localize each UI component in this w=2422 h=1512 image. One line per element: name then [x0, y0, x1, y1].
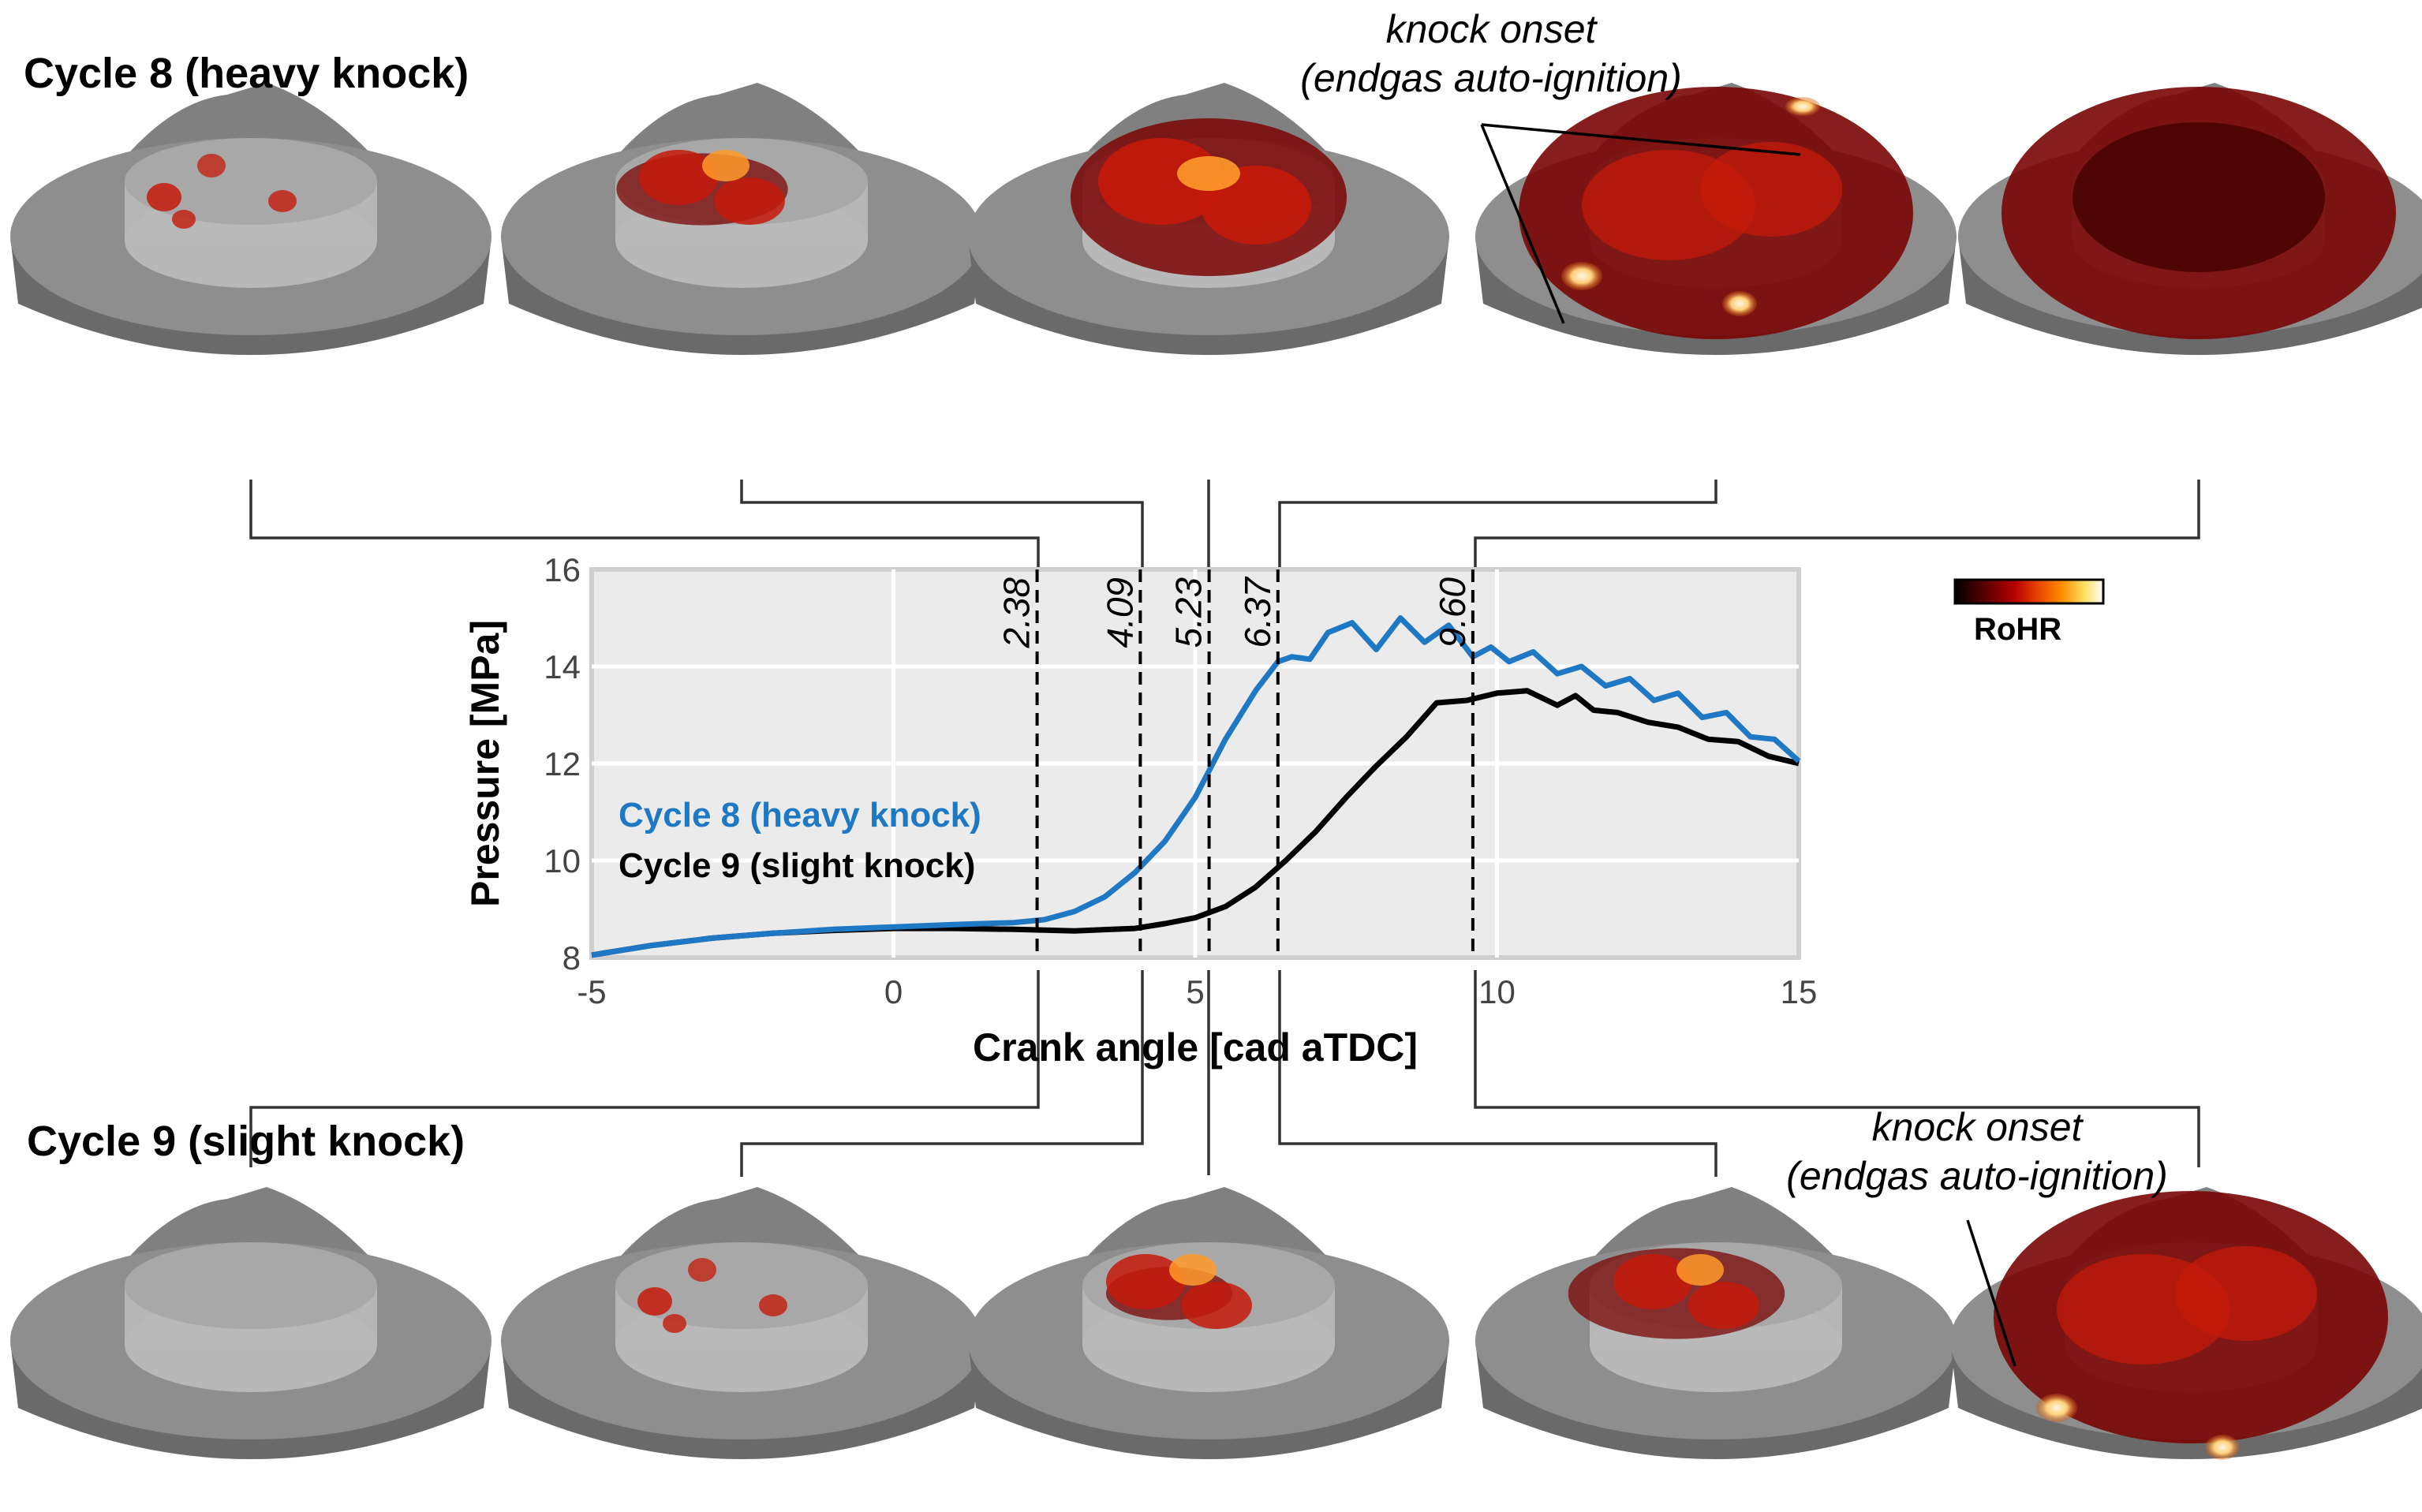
panel-cycle9-4-flame-front [1676, 1254, 1724, 1286]
panel-cycle9-2-bowl-top [615, 1242, 868, 1329]
panel-cycle8-4-knock-spot-2 [1785, 97, 1820, 116]
panel-cycle9-4-flame-lobe-0 [1613, 1254, 1692, 1309]
panel-cycle8-1-kernel-2 [268, 190, 297, 212]
panel-cycle8-2 [501, 83, 982, 355]
panel-cycle9-5-flame-lobe-1 [2175, 1246, 2317, 1341]
panel-cycle9-1 [10, 1187, 492, 1459]
panel-cycle8-5 [1958, 83, 2422, 355]
pressure-chart: -5 0 5 10 15 8 10 12 14 16 2.38 4.09 5.23 6.37 9.60 C… [463, 551, 1817, 1070]
connector-bot-2 [740, 970, 1144, 1177]
panel-cycle9-5-knock-spot-0 [2036, 1394, 2077, 1422]
panel-cycle9-2-kernel-1 [663, 1314, 686, 1333]
panel-cycle8-4-knock-spot-0 [1561, 262, 1602, 290]
y-tick-label-1: 10 [544, 842, 581, 879]
panel-cycle8-1-kernel-0 [147, 183, 181, 211]
heading-cycle9: Cycle 9 (slight knock) [27, 1118, 465, 1165]
panel-cycle8-3-flame-front [1177, 156, 1240, 191]
panel-cycle8-1-kernel-1 [172, 210, 196, 229]
panel-cycle9-2-kernel-2 [759, 1294, 787, 1316]
y-tick-label-4: 16 [544, 551, 581, 588]
vline-label-4: 9.60 [1432, 577, 1473, 648]
annotation-top-line2: (endgas auto-ignition) [1300, 56, 1682, 100]
legend: Cycle 8 (heavy knock) Cycle 9 (slight kn… [619, 796, 981, 885]
panel-cycle9-3-flame-front [1169, 1254, 1217, 1286]
panel-cycle8-4 [1475, 83, 1957, 355]
panel-cycle9-2 [501, 1187, 982, 1459]
legend-entry-cycle9: Cycle 9 (slight knock) [619, 846, 975, 885]
crank-angle-markers: 2.38 4.09 5.23 6.37 9.60 [996, 569, 1475, 958]
pointer-top-b [1481, 123, 1801, 156]
panel-cycle8-1 [10, 83, 492, 355]
panel-cycle8-2-flame-lobe-1 [714, 177, 785, 225]
x-tick-label-0: -5 [577, 973, 606, 1010]
cylinder-panels [10, 83, 2422, 1460]
panel-cycle9-5 [1950, 1187, 2422, 1460]
y-tick-label-2: 12 [544, 745, 581, 782]
annotation-bottom: knock onset (endgas auto-ignition) [1748, 1103, 2206, 1200]
panel-cycle9-3 [968, 1187, 1449, 1459]
panel-cycle9-2-kernel-0 [637, 1287, 672, 1316]
grid-lines [592, 569, 1799, 958]
annotation-bottom-line1: knock onset [1871, 1105, 2083, 1149]
panel-cycle9-5-knock-spot-1 [2205, 1435, 2240, 1460]
vline-label-2: 5.23 [1168, 577, 1209, 648]
legend-entry-cycle8: Cycle 8 (heavy knock) [619, 796, 981, 834]
panel-cycle8-4-knock-spot-1 [1722, 291, 1757, 316]
vline-label-1: 4.09 [1099, 577, 1140, 648]
colorbar-gradient [1953, 578, 2105, 605]
panel-cycle9-4-flame-lobe-1 [1688, 1282, 1759, 1329]
rohr-colorbar [1953, 578, 2105, 605]
pointer-bottom [1966, 1219, 2016, 1367]
panel-cycle8-1-bowl-top [125, 138, 377, 225]
x-tick-label-4: 15 [1781, 973, 1818, 1010]
y-axis-label: Pressure [MPa] [463, 620, 507, 907]
connector-bot-4 [1278, 970, 1717, 1177]
vline-label-3: 6.37 [1237, 577, 1278, 648]
panel-cycle9-1-bowl-top [125, 1242, 377, 1329]
x-axis-label: Crank angle [cad aTDC] [973, 1025, 1418, 1070]
vline-label-0: 2.38 [996, 577, 1037, 649]
connector-top-2 [740, 480, 1144, 569]
annotation-top: knock onset (endgas auto-ignition) [1262, 5, 1720, 103]
panel-cycle8-3 [968, 83, 1449, 355]
x-tick-label-1: 0 [884, 973, 903, 1010]
panel-cycle9-2-kernel-3 [688, 1258, 716, 1282]
panel-cycle8-4-flame-lobe-1 [1700, 142, 1842, 237]
annotation-top-line1: knock onset [1385, 7, 1597, 51]
annotation-pointers [1480, 123, 2016, 1367]
panel-cycle9-3-flame-lobe-1 [1181, 1282, 1252, 1329]
y-tick-label-3: 14 [544, 648, 581, 685]
panel-cycle8-2-flame-front [702, 150, 749, 181]
pointer-top-a [1480, 124, 1565, 324]
panel-cycle8-2-flame-lobe-0 [639, 150, 718, 205]
panel-cycle9-3-flame-lobe-0 [1106, 1254, 1185, 1309]
series-lines [591, 615, 1801, 958]
heading-cycle8: Cycle 8 (heavy knock) [24, 50, 469, 97]
series-line-0 [591, 615, 1801, 958]
connector-lines [249, 480, 2200, 1177]
y-tick-label-0: 8 [563, 939, 581, 976]
x-tick-label-2: 5 [1186, 973, 1204, 1010]
tick-labels: -5 0 5 10 15 8 10 12 14 16 [544, 551, 1817, 1010]
connector-top-1 [249, 480, 1040, 569]
connector-top-5 [1474, 480, 2200, 569]
connector-bot-5 [1474, 970, 2200, 1167]
connector-bot-1 [249, 970, 1040, 1167]
panel-cycle8-1-kernel-3 [197, 154, 226, 177]
connector-top-4 [1278, 480, 1717, 569]
x-tick-label-3: 10 [1478, 973, 1516, 1010]
panel-cycle9-4 [1475, 1187, 1957, 1459]
panel-cycle8-5-flame-burnt [2073, 122, 2325, 272]
colorbar-label: RoHR [1974, 612, 2062, 647]
annotation-bottom-line2: (endgas auto-ignition) [1786, 1154, 2168, 1198]
